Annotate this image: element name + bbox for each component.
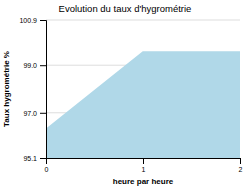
x-axis: 0 1 2 [45,158,243,173]
tick: 0 [45,158,49,173]
tick-mark [40,113,46,114]
tick: 99.0 [23,62,46,69]
axis-line [47,159,241,165]
grid-line [46,20,240,21]
tick-mark [40,20,46,21]
tick-label: 95.1 [23,155,37,162]
tick: 1 [142,158,146,173]
chart: 0 1 2 95.1 97.0 99.0 100.9 heure par heure Taux … [0,0,250,188]
y-axis-title: Taux hygrométrie % [2,51,11,127]
y-axis: 95.1 97.0 99.0 100.9 [19,17,46,162]
tick-mark [40,158,46,159]
tick-label: 100.9 [19,17,37,24]
grid [46,20,240,158]
tick-mark [240,158,241,164]
x-axis-title: heure par heure [113,177,174,186]
tick: 2 [239,158,243,173]
tick: 100.9 [19,17,46,24]
line [46,52,240,129]
marks [46,52,240,158]
tick-label: 99.0 [23,62,37,69]
tick: 97.0 [23,110,46,117]
tick: 95.1 [23,155,46,162]
tick-label: 2 [239,166,243,173]
axis-line [40,21,47,159]
tick-label: 0 [45,166,49,173]
area [46,52,240,158]
title: Evolution du taux d'hygrométrie [59,3,192,14]
tick-label: 97.0 [23,110,37,117]
plot: 0 1 2 95.1 97.0 99.0 100.9 [19,17,242,173]
tick-label: 1 [142,166,146,173]
tick-mark [143,158,144,164]
tick-mark [40,65,46,66]
